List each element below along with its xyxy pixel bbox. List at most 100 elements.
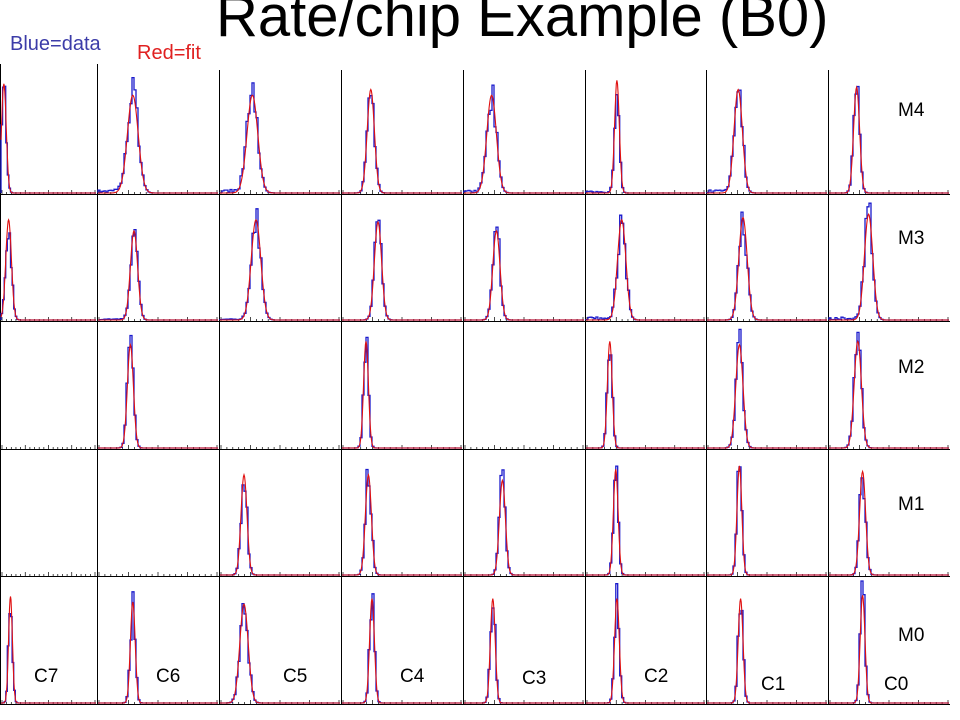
data-histogram-series bbox=[0, 85, 96, 194]
panel-m1-c5 bbox=[219, 450, 341, 577]
col-label-c7: C7 bbox=[34, 666, 59, 687]
fit-curve-series bbox=[829, 85, 949, 194]
fit-curve-series bbox=[707, 343, 827, 449]
panel-m1-c2 bbox=[585, 450, 706, 577]
panel-m2-c0 bbox=[828, 322, 950, 450]
col-label-c4: C4 bbox=[400, 666, 425, 687]
fit-curve-series bbox=[464, 229, 584, 321]
data-histogram-series bbox=[706, 89, 827, 194]
fit-curve-series bbox=[707, 216, 827, 321]
panel-m3-c7 bbox=[0, 195, 97, 322]
panel-m3-c6 bbox=[97, 195, 219, 322]
fit-curve-series bbox=[464, 598, 584, 704]
data-histogram-series bbox=[97, 76, 218, 194]
panel-m3-c5 bbox=[219, 195, 341, 322]
fit-curve-series bbox=[0, 218, 96, 321]
data-histogram-series bbox=[1, 613, 96, 704]
panel-m2-c4 bbox=[341, 322, 463, 450]
panel-m2-c3 bbox=[463, 322, 585, 450]
panel-m2-c5 bbox=[219, 322, 341, 450]
data-histogram-series bbox=[219, 208, 340, 321]
panel-m1-c1 bbox=[706, 450, 828, 577]
panel-m4-c4 bbox=[341, 64, 463, 195]
row-label-m2: M2 bbox=[898, 357, 925, 378]
col-label-c6: C6 bbox=[156, 666, 181, 687]
row-label-m3: M3 bbox=[898, 228, 925, 249]
data-histogram-series bbox=[585, 94, 705, 194]
panel-m4-c2 bbox=[585, 64, 706, 195]
panel-m3-c0 bbox=[828, 195, 950, 322]
data-histogram-series bbox=[585, 214, 705, 321]
row-label-m4: M4 bbox=[898, 100, 925, 121]
fit-curve-series bbox=[342, 598, 462, 704]
panel-m2-c6 bbox=[97, 322, 219, 450]
fit-curve-series bbox=[586, 80, 705, 194]
fit-curve-series bbox=[586, 218, 705, 321]
panel-m3-c2 bbox=[585, 195, 706, 322]
data-histogram-series bbox=[342, 336, 462, 449]
fit-curve-series bbox=[220, 472, 340, 576]
data-histogram-series bbox=[342, 219, 462, 321]
panel-m0-c2 bbox=[585, 577, 706, 705]
data-histogram-series bbox=[707, 328, 827, 449]
panel-m0-c0 bbox=[828, 577, 950, 705]
col-label-c1: C1 bbox=[761, 674, 786, 695]
col-label-c5: C5 bbox=[283, 666, 308, 687]
fit-curve-series bbox=[707, 465, 827, 576]
data-histogram-series bbox=[464, 226, 584, 321]
panel-m4-c1 bbox=[706, 64, 828, 195]
fit-curve-series bbox=[829, 595, 949, 704]
panel-m0-c6 bbox=[97, 577, 219, 705]
fit-curve-series bbox=[220, 94, 340, 194]
panel-m0-c3 bbox=[463, 577, 585, 705]
panel-m1-c6 bbox=[97, 450, 219, 577]
panel-m1-c0 bbox=[828, 450, 950, 577]
fit-curve-series bbox=[586, 598, 705, 704]
fit-curve-series bbox=[464, 94, 584, 194]
fit-curve-series bbox=[1, 596, 96, 704]
fit-curve-series bbox=[220, 603, 340, 704]
data-histogram-series bbox=[98, 334, 218, 449]
row-label-m1: M1 bbox=[898, 494, 925, 515]
legend-data-label: Blue=data bbox=[10, 33, 101, 55]
data-histogram-series bbox=[219, 82, 340, 194]
data-histogram-series bbox=[342, 95, 462, 194]
panel-m2-c7 bbox=[0, 322, 97, 450]
fit-curve-series bbox=[464, 478, 584, 576]
panel-m4-c0 bbox=[828, 64, 950, 195]
fit-curve-series bbox=[220, 218, 340, 321]
panel-m2-c2 bbox=[585, 322, 706, 450]
col-label-c3: C3 bbox=[522, 668, 547, 689]
data-histogram-series bbox=[342, 468, 462, 576]
fit-curve-series bbox=[829, 213, 949, 321]
legend-fit-label: Red=fit bbox=[137, 42, 201, 64]
data-histogram-series bbox=[586, 354, 705, 449]
panel-m0-c1 bbox=[706, 577, 828, 705]
data-histogram-series bbox=[829, 331, 949, 449]
data-histogram-series bbox=[828, 202, 949, 321]
fit-curve-series bbox=[707, 598, 827, 704]
panel-m0-c7 bbox=[0, 577, 97, 705]
fit-curve-series bbox=[829, 469, 949, 576]
data-histogram-series bbox=[586, 465, 705, 576]
panel-m4-c6 bbox=[97, 64, 219, 195]
data-histogram-series bbox=[707, 466, 827, 576]
fit-curve-series bbox=[98, 342, 218, 449]
col-label-c2: C2 bbox=[644, 666, 669, 687]
data-histogram-series bbox=[829, 477, 949, 576]
panel-m3-c4 bbox=[341, 195, 463, 322]
fit-curve-series bbox=[342, 341, 462, 449]
fit-curve-series bbox=[342, 472, 462, 576]
data-histogram-series bbox=[707, 211, 827, 321]
data-histogram-series bbox=[220, 602, 340, 704]
panel-m0-c4 bbox=[341, 577, 463, 705]
fit-curve-series bbox=[98, 601, 218, 704]
fit-curve-series bbox=[707, 88, 827, 194]
panel-m3-c1 bbox=[706, 195, 828, 322]
panel-m3-c3 bbox=[463, 195, 585, 322]
title-clip-mask bbox=[200, 50, 900, 70]
panel-m1-c4 bbox=[341, 450, 463, 577]
panel-m0-c5 bbox=[219, 577, 341, 705]
fit-curve-series bbox=[98, 229, 218, 321]
